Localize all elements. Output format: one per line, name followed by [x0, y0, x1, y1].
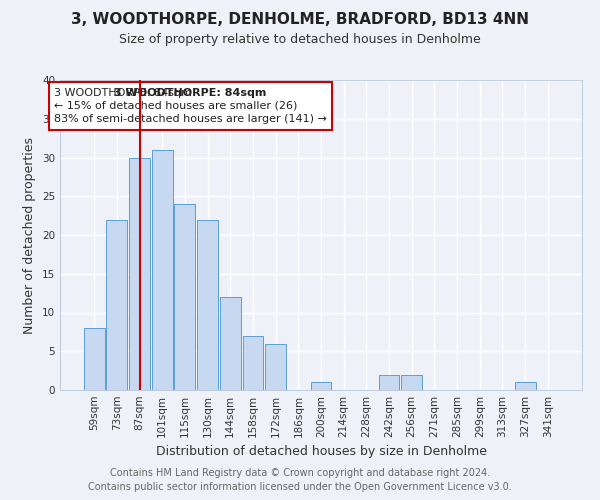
Bar [379, 374, 400, 390]
Bar [265, 344, 286, 390]
Bar [197, 220, 218, 390]
Bar [106, 220, 127, 390]
Text: 3 WOODTHORPE: 84sqm: 3 WOODTHORPE: 84sqm [65, 84, 218, 94]
Bar [311, 382, 331, 390]
Text: Contains HM Land Registry data © Crown copyright and database right 2024.
Contai: Contains HM Land Registry data © Crown c… [88, 468, 512, 492]
Bar [129, 158, 150, 390]
Bar [515, 382, 536, 390]
Y-axis label: Number of detached properties: Number of detached properties [23, 136, 37, 334]
Text: Size of property relative to detached houses in Denholme: Size of property relative to detached ho… [119, 32, 481, 46]
Text: 3, WOODTHORPE, DENHOLME, BRADFORD, BD13 4NN: 3, WOODTHORPE, DENHOLME, BRADFORD, BD13 … [71, 12, 529, 28]
Bar [220, 297, 241, 390]
Bar [152, 150, 173, 390]
Bar [84, 328, 104, 390]
Text: 3 WOODTHORPE: 84sqm: 3 WOODTHORPE: 84sqm [115, 88, 266, 98]
Text: 3 WOODTHORPE: 84sqm
← 15% of detached houses are smaller (26)
83% of semi-detach: 3 WOODTHORPE: 84sqm ← 15% of detached ho… [54, 88, 327, 124]
Bar [175, 204, 196, 390]
Bar [401, 374, 422, 390]
Bar [242, 336, 263, 390]
X-axis label: Distribution of detached houses by size in Denholme: Distribution of detached houses by size … [155, 446, 487, 458]
